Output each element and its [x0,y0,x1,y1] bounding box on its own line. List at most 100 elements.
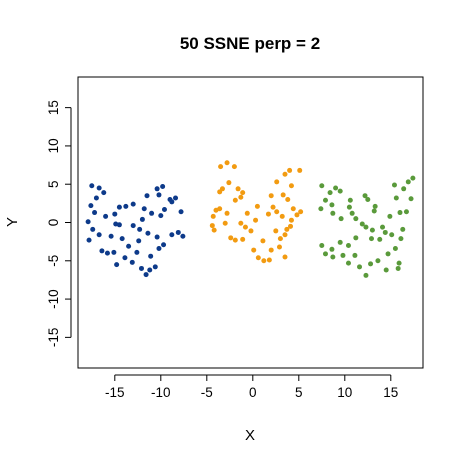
data-point [89,183,95,189]
data-point [353,216,359,222]
data-point [327,190,333,196]
data-point [251,247,257,253]
data-point [88,203,94,209]
data-point [382,229,388,235]
x-tick-label: 5 [295,385,303,400]
data-point [130,223,136,229]
data-point [148,253,154,259]
y-axis: -15 -10 -5 0 5 10 15 [46,100,72,348]
data-point [285,197,291,203]
data-point [297,167,303,173]
data-point [160,184,166,190]
data-point [129,259,135,265]
data-point [130,201,136,207]
y-tick-label: 15 [46,100,61,115]
y-tick-label: 10 [46,138,61,153]
data-point [134,249,140,255]
data-point [244,210,250,216]
data-point [268,247,274,253]
data-point [274,179,280,185]
data-point [228,235,234,241]
data-point [260,238,266,244]
data-point [156,246,162,252]
data-point [338,216,344,222]
data-point [242,224,248,230]
data-point [288,223,294,229]
data-point [363,224,369,230]
data-point [248,228,254,234]
data-point [253,217,259,223]
data-point [211,227,217,233]
y-tick-label: -15 [46,328,61,348]
data-point [90,226,96,232]
data-point [322,197,328,203]
data-point [145,230,151,236]
data-point [137,226,143,232]
data-point [333,185,339,191]
data-point [126,243,132,249]
data-point [123,203,129,209]
data-point [330,254,336,260]
data-point [173,195,179,201]
data-point [158,213,164,219]
data-point [401,186,407,192]
data-point [277,236,283,242]
data-points [85,160,416,278]
data-point [337,188,343,194]
data-point [391,182,397,188]
data-point [261,258,267,264]
data-point [352,252,358,258]
data-point [393,195,399,201]
data-point [238,194,244,200]
x-tick-label: -5 [201,385,213,400]
y-tick-label: -10 [46,289,61,309]
data-point [398,236,404,242]
data-point [290,206,296,212]
data-point [217,206,223,212]
x-axis-label: X [245,427,255,444]
data-point [169,232,175,238]
data-point [143,272,149,278]
data-point [349,210,355,216]
data-point [385,251,391,257]
data-point [136,238,142,244]
data-point [346,204,352,210]
data-point [368,236,374,242]
data-point [353,235,359,241]
data-point [138,265,144,271]
data-point [282,171,288,177]
data-point [111,249,117,255]
data-point [405,179,411,185]
data-point [161,242,167,248]
data-point [318,206,324,212]
data-point [400,226,406,232]
data-point [122,255,128,261]
data-point [329,246,335,252]
data-point [319,242,325,248]
data-point [357,264,363,270]
data-point [369,227,375,233]
data-point [112,211,118,217]
data-point [387,213,393,219]
x-tick-label: -15 [105,385,125,400]
y-tick-label: 5 [46,180,61,188]
data-point [330,210,336,216]
data-point [280,192,286,198]
data-point [389,232,395,238]
data-point [218,164,224,170]
data-point [103,213,109,219]
data-point [210,213,216,219]
data-point [397,210,403,216]
data-point [93,195,99,201]
data-point [141,206,147,212]
data-point [408,196,414,202]
data-point [96,185,102,191]
data-point [116,222,122,228]
data-point [154,186,160,192]
data-point [368,261,374,267]
data-point [268,193,274,199]
data-point [392,246,398,252]
data-point [288,183,294,189]
data-point [152,264,158,270]
plot-area-frame [77,76,424,369]
